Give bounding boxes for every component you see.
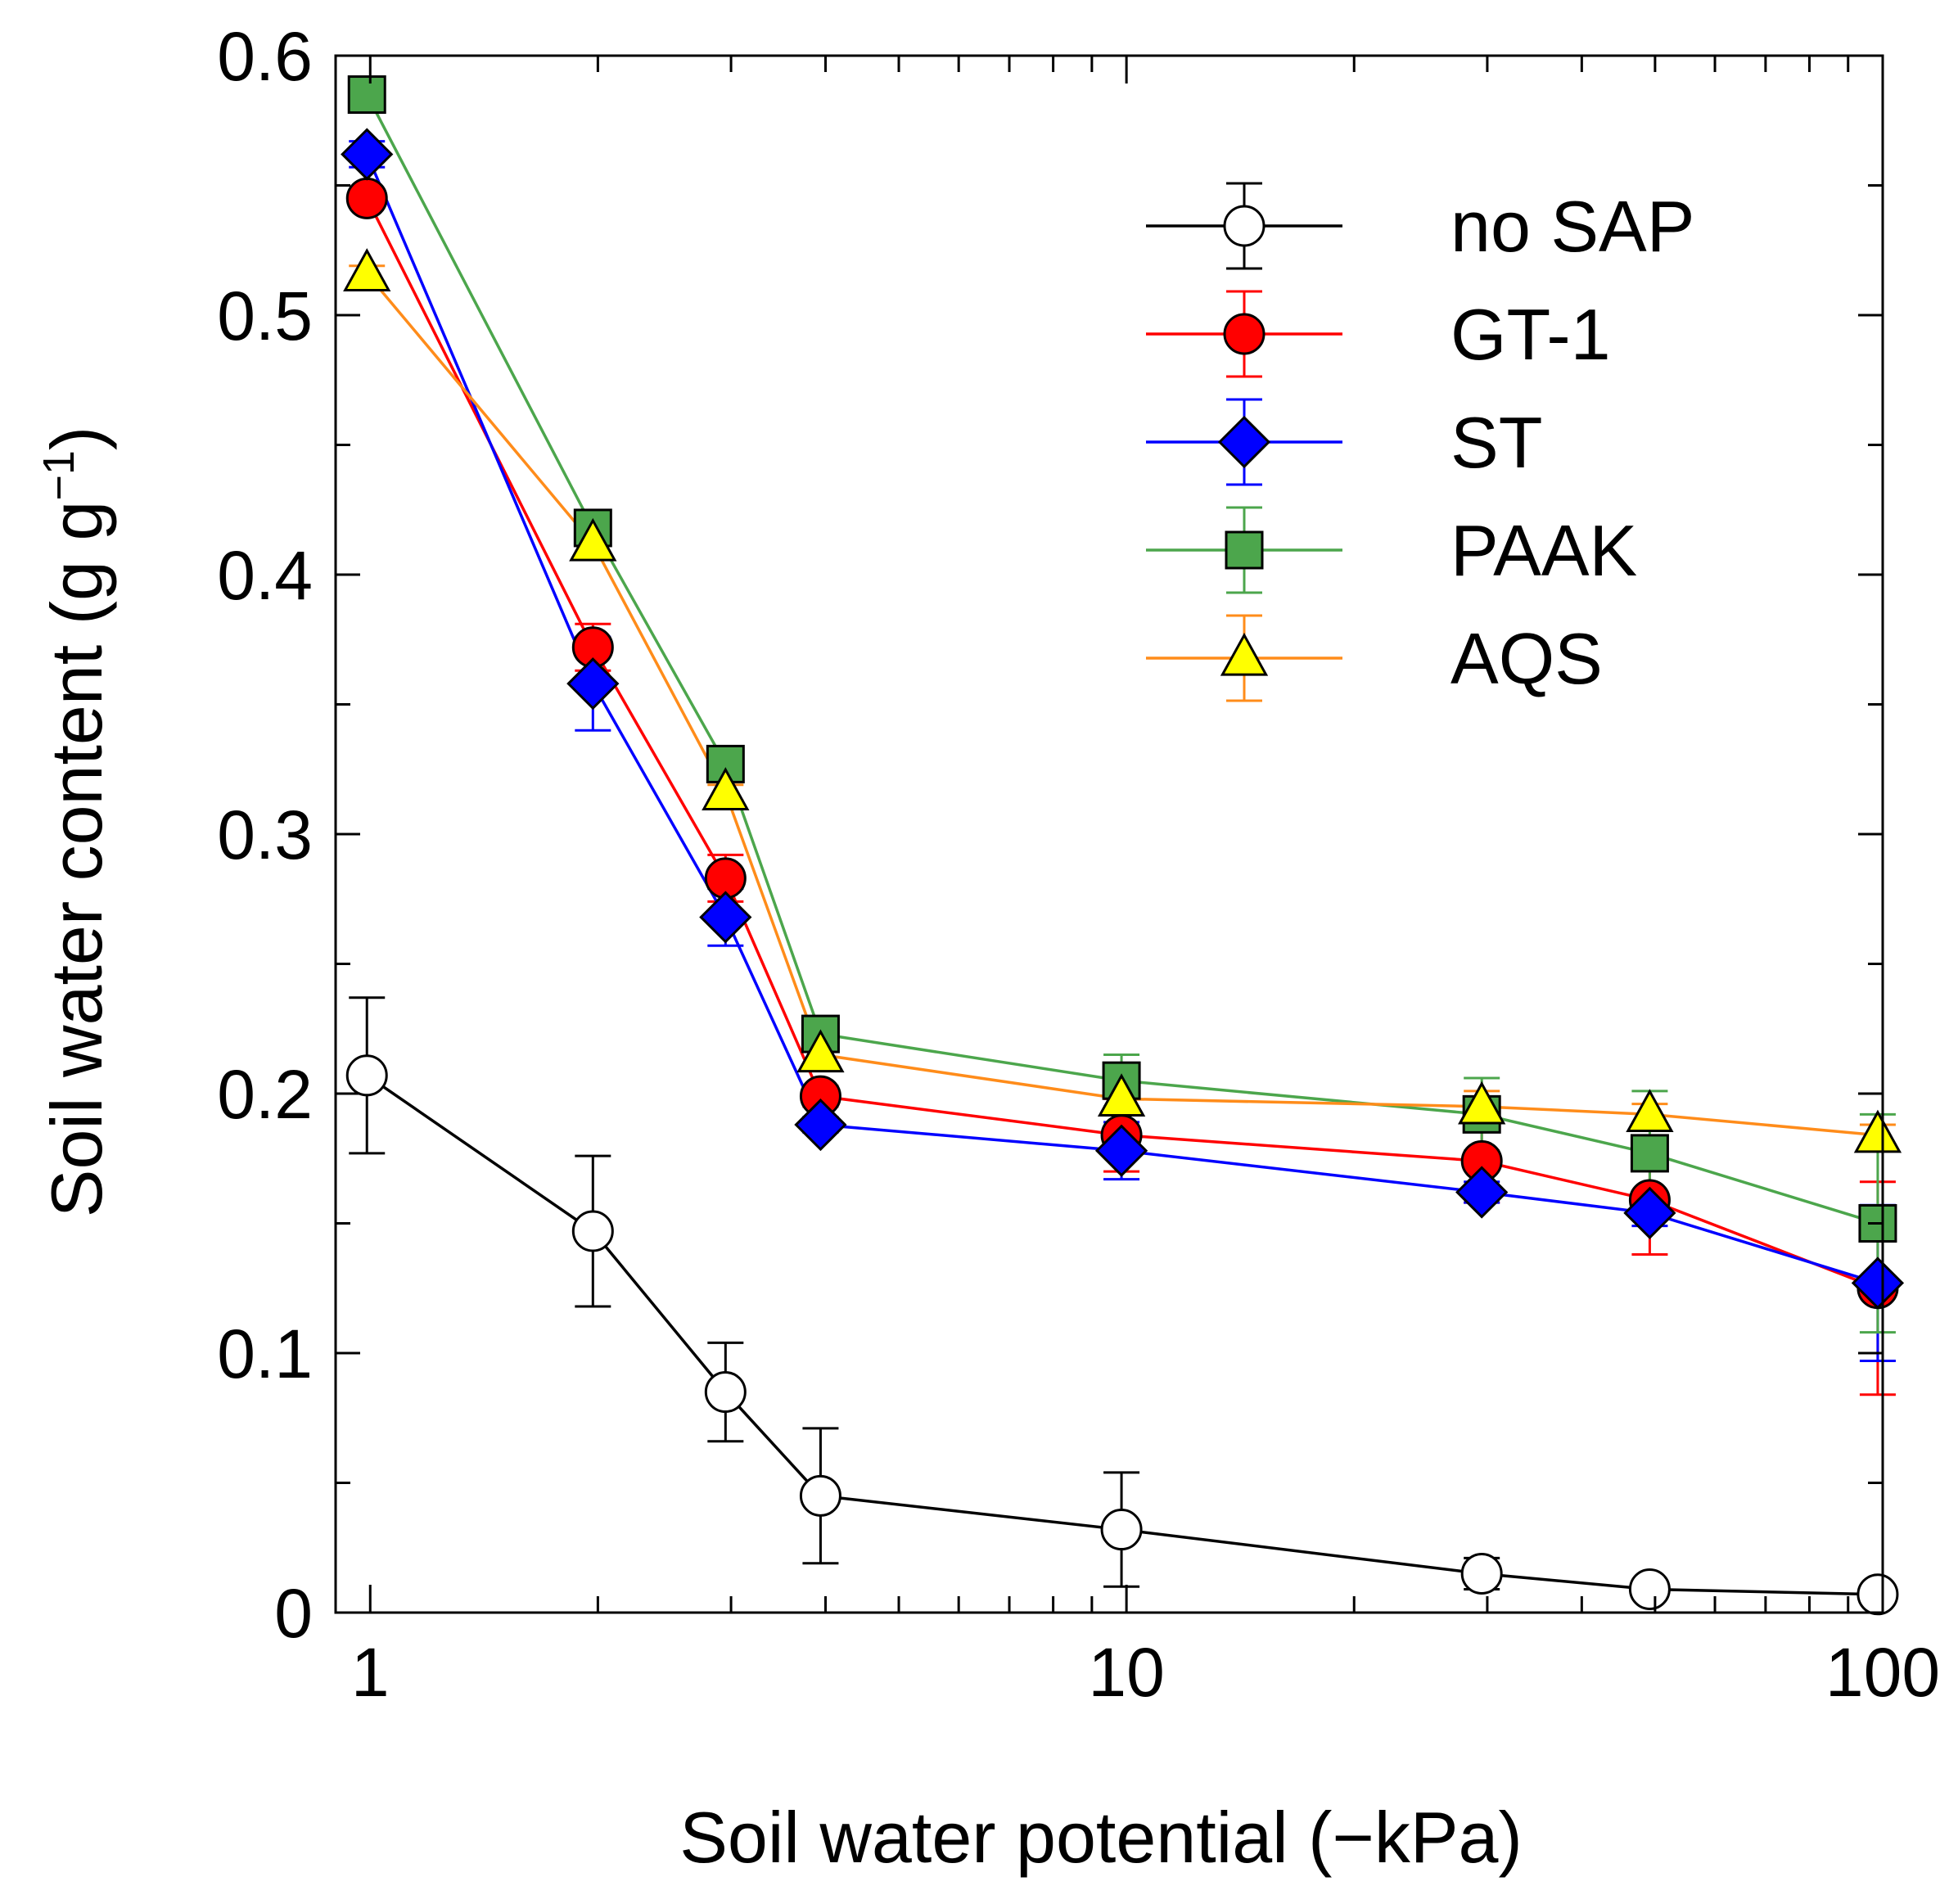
y-tick-label: 0.2 [217,1056,313,1133]
point-no-sap [345,1054,388,1097]
point-aqs [1097,1073,1146,1117]
legend-marker-aqs [1220,632,1269,676]
legend-item-gt-1: GT-1 [1146,290,1611,378]
point-st [1851,1257,1905,1310]
axes [334,54,1884,1614]
point-paak [1630,1134,1669,1173]
legend-item-st: ST [1146,398,1542,486]
x-axis-title: Soil water potential (−kPa) [679,1797,1523,1878]
legend: no SAP GT-1 ST PAAK AQS [1146,182,1694,702]
legend-label-paak: PAAK [1450,510,1637,591]
point-st [1094,1124,1148,1177]
point-st [699,891,752,944]
line-st [365,153,1879,1285]
legend-label-gt-1: GT-1 [1450,294,1611,375]
line-aqs [365,273,1879,1137]
y-tick-label: 0.3 [217,796,313,873]
tick-labels: 0 0.1 0.2 0.3 0.4 0.5 0.6 1 10 100 [217,18,1940,1711]
legend-label-st: ST [1450,402,1542,483]
line-paak [365,93,1879,1225]
legend-marker-gt-1 [1223,313,1266,355]
y-axis-title-main: Soil water content (g g [36,501,117,1218]
point-st [794,1098,847,1152]
x-tick-label: 1 [351,1634,390,1711]
point-st [341,128,394,181]
y-tick-label: 0.4 [217,537,313,614]
y-axis-title: Soil water content (g g−1) [34,426,117,1217]
point-no-sap [799,1474,841,1517]
series-markers [341,75,1905,1616]
point-no-sap [571,1210,614,1252]
x-tick-label: 10 [1088,1634,1164,1711]
point-aqs [569,517,617,562]
point-paak [347,75,386,115]
point-aqs [1458,1081,1506,1125]
point-aqs [1853,1109,1902,1153]
legend-label-no-sap: no SAP [1450,186,1694,267]
point-st [1623,1186,1676,1239]
point-aqs [702,767,750,810]
legend-item-no-sap: no SAP [1146,182,1694,270]
point-st [1455,1166,1509,1219]
y-tick-label: 0.5 [217,277,313,354]
error-bars [349,85,1896,1604]
point-no-sap [1628,1568,1671,1610]
series-lines [365,93,1879,1596]
point-no-sap [1857,1573,1899,1616]
point-gt-1 [345,177,388,219]
y-axis-title-end: ) [36,426,117,450]
legend-item-aqs: AQS [1146,614,1603,702]
x-tick-label: 100 [1825,1634,1940,1711]
line-no-sap [366,1074,1878,1596]
legend-marker-st [1217,415,1271,469]
point-aqs [343,248,391,291]
legend-marker-paak [1225,530,1264,570]
plot-frame [334,54,1884,1614]
y-axis-title-sup: −1 [34,450,83,501]
legend-label-aqs: AQS [1450,618,1603,699]
y-tick-label: 0 [274,1575,313,1652]
legend-marker-no-sap [1223,205,1266,247]
y-tick-label: 0.1 [217,1315,313,1392]
legend-item-paak: PAAK [1146,506,1637,594]
point-st [566,657,620,711]
point-no-sap [1460,1552,1503,1595]
point-no-sap [704,1371,747,1414]
point-no-sap [1100,1509,1143,1551]
y-tick-label: 0.6 [217,18,313,95]
point-aqs [796,1029,845,1073]
point-aqs [1626,1089,1674,1133]
